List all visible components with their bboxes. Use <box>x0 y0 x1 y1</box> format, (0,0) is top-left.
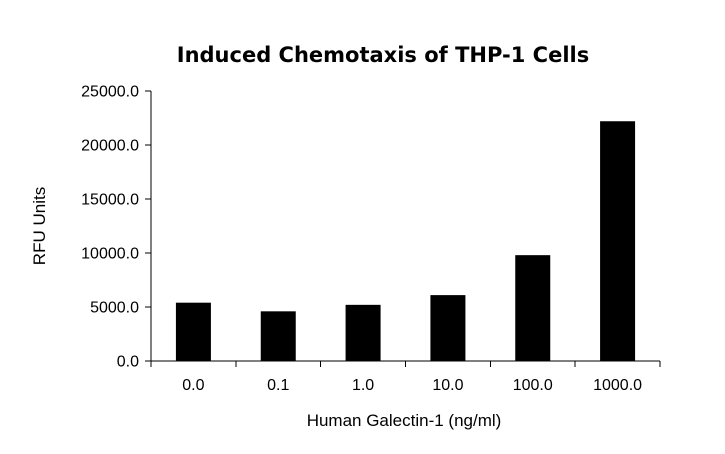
y-tick-label: 10000.0 <box>81 246 139 263</box>
x-tick-label: 0.1 <box>267 377 289 394</box>
y-tick-label: 20000.0 <box>81 138 139 155</box>
bar-0-1 <box>260 311 296 361</box>
bar-10-0 <box>430 295 466 361</box>
x-axis: 0.0 0.1 1.0 10.0 100.0 1000.0 <box>150 360 661 394</box>
bar-1-0 <box>345 304 381 361</box>
bar-100-0 <box>515 255 551 361</box>
x-tick-label: 0.0 <box>182 377 204 394</box>
x-tick-label: 10.0 <box>432 377 463 394</box>
x-tick-label: 100.0 <box>513 377 553 394</box>
bar-1000-0 <box>600 121 636 362</box>
x-axis-label: Human Galectin-1 (ng/ml) <box>307 411 502 430</box>
y-axis: 0.0 5000.0 10000.0 15000.0 20000.0 25000.0 <box>81 84 152 371</box>
y-tick-label: 5000.0 <box>90 300 139 317</box>
bars <box>175 121 636 362</box>
y-tick-label: 25000.0 <box>81 84 139 101</box>
x-tick-label: 1.0 <box>352 377 374 394</box>
chart-title: Induced Chemotaxis of THP-1 Cells <box>177 43 589 67</box>
y-tick-label: 15000.0 <box>81 192 139 209</box>
bar-0-0 <box>175 302 211 361</box>
x-tick-label: 1000.0 <box>593 377 642 394</box>
y-axis-label: RFU Units <box>30 187 49 265</box>
y-tick-label: 0.0 <box>117 354 139 371</box>
